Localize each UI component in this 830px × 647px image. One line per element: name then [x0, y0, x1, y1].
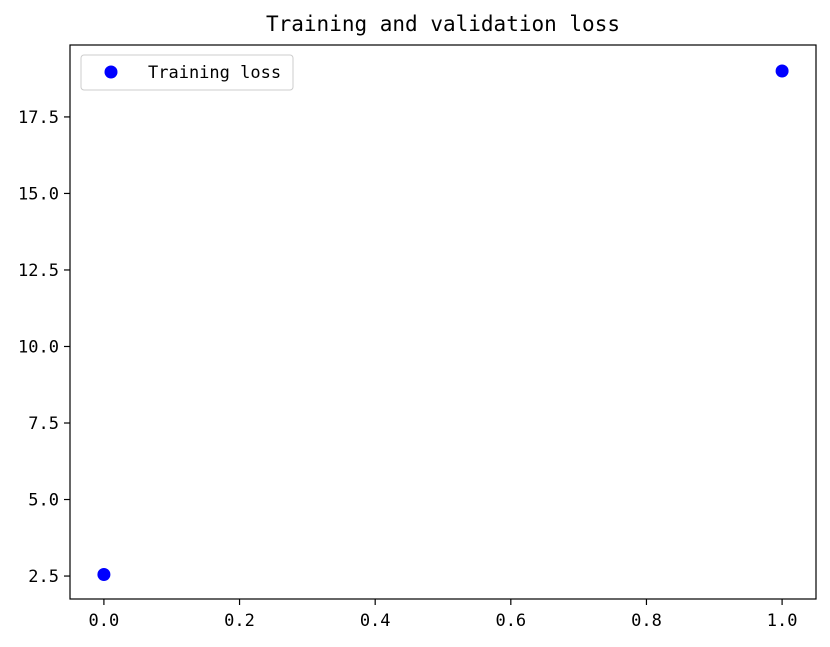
x-axis: 0.0 0.2 0.4 0.6 0.8 1.0: [89, 599, 798, 631]
chart-title: Training and validation loss: [266, 12, 620, 36]
y-tick-label: 15.0: [18, 184, 59, 204]
plot-frame: [69, 44, 817, 600]
y-tick-label: 12.5: [18, 261, 59, 281]
legend-label: Training loss: [148, 63, 281, 83]
legend: Training loss: [80, 54, 294, 91]
plot-points: [97, 64, 789, 582]
legend-marker: [104, 65, 118, 79]
data-point: [97, 568, 111, 582]
y-tick-label: 10.0: [18, 337, 59, 357]
legend-box: [80, 54, 294, 91]
y-tick-label: 2.5: [28, 567, 59, 587]
y-tick-label: 5.0: [28, 491, 59, 511]
x-tick-label: 0.4: [360, 611, 391, 631]
x-tick-label: 0.6: [495, 611, 526, 631]
y-tick-label: 7.5: [28, 414, 59, 434]
x-tick-label: 0.8: [631, 611, 662, 631]
x-tick-label: 1.0: [767, 611, 798, 631]
data-point: [775, 64, 789, 78]
y-tick-label: 17.5: [18, 108, 59, 128]
x-tick-label: 0.0: [89, 611, 120, 631]
y-axis: 2.5 5.0 7.5 10.0 12.5 15.0 17.5: [18, 108, 70, 587]
x-tick-label: 0.2: [224, 611, 255, 631]
